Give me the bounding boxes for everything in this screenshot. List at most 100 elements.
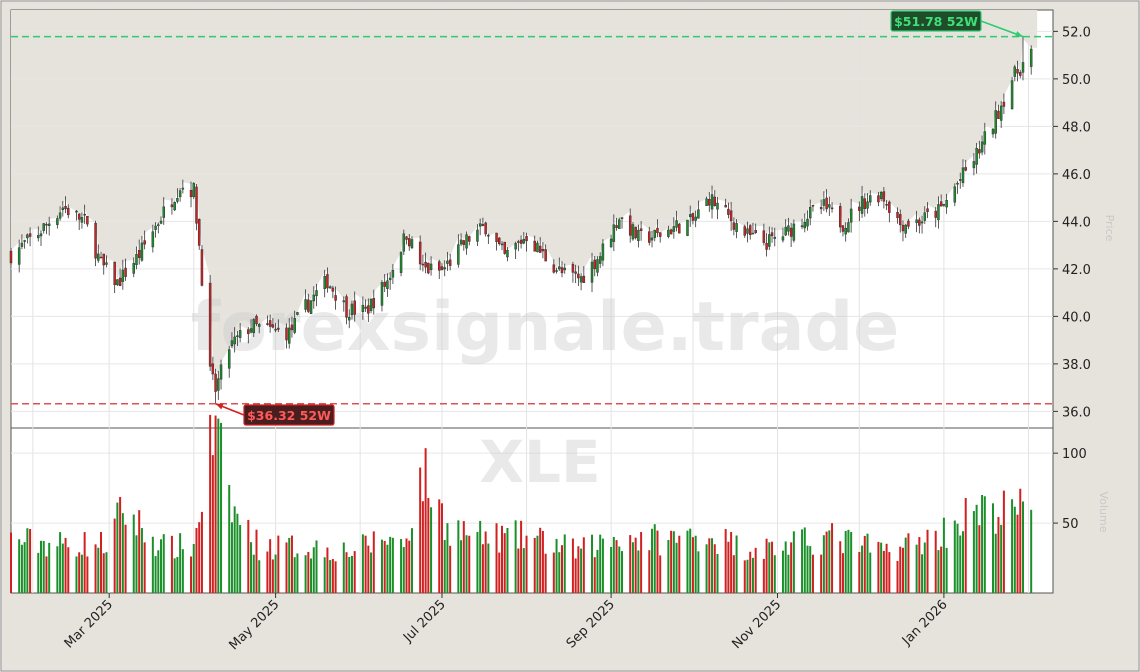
- candle-body: [154, 225, 157, 230]
- volume-bar: [1016, 514, 1019, 593]
- candle-body: [42, 223, 45, 231]
- candle-body: [287, 327, 291, 344]
- candle-body: [637, 229, 640, 241]
- candle-body: [124, 267, 127, 277]
- price-tick-label: 50.0: [1062, 73, 1091, 88]
- volume-bar: [113, 518, 116, 593]
- volume-bar: [694, 535, 697, 593]
- high-annotation-arrow-head: [1015, 31, 1023, 37]
- candle-body: [879, 191, 883, 200]
- candle-body: [61, 207, 65, 211]
- candle-body: [754, 230, 757, 233]
- volume-bar: [380, 539, 383, 593]
- candle-body: [399, 252, 403, 273]
- volume-bar: [48, 542, 51, 593]
- candle-body: [978, 149, 981, 154]
- volume-bar: [675, 542, 678, 593]
- candle-body: [656, 227, 659, 234]
- volume-bar: [618, 546, 621, 593]
- candle-body: [176, 198, 179, 202]
- candle-body: [487, 234, 490, 237]
- candle-body: [255, 315, 258, 325]
- volume-bar: [23, 542, 26, 593]
- candle-body: [83, 213, 86, 216]
- volume-bar: [634, 537, 637, 593]
- candle-body: [132, 263, 135, 274]
- volume-bar: [765, 538, 768, 593]
- volume-bar: [269, 539, 272, 593]
- volume-bar: [863, 535, 866, 593]
- volume-bar: [781, 550, 784, 593]
- volume-bar: [882, 550, 885, 593]
- candle-body: [345, 296, 348, 318]
- volume-bar: [697, 551, 700, 593]
- volume-bar: [866, 533, 869, 593]
- volume-bar: [200, 511, 203, 593]
- volume-bar: [667, 539, 670, 593]
- candle-body: [189, 189, 193, 198]
- volume-bar: [1030, 509, 1033, 593]
- volume-bar: [400, 539, 403, 593]
- volume-bar: [498, 552, 501, 593]
- candle-body: [868, 195, 872, 203]
- candle-body: [304, 299, 307, 310]
- volume-bar: [806, 545, 809, 593]
- volume-bar: [972, 511, 975, 593]
- volume-bar: [258, 560, 261, 593]
- candle-body: [309, 300, 313, 314]
- candle-body: [639, 228, 643, 231]
- candle-body: [476, 229, 479, 242]
- volume-bar: [86, 556, 89, 593]
- volume-tick-label: 100: [1062, 447, 1087, 462]
- candle-body: [402, 233, 406, 252]
- volume-bar: [481, 544, 484, 593]
- volume-bar: [822, 535, 825, 593]
- candle-body: [151, 231, 155, 248]
- candle-body: [410, 239, 414, 249]
- volume-bar: [541, 530, 544, 593]
- candle-body: [498, 237, 501, 244]
- candle-body: [571, 264, 575, 273]
- volume-bar: [839, 541, 842, 593]
- candlesticks: [9, 36, 1033, 404]
- candle-body: [710, 194, 714, 210]
- candle-body: [806, 218, 809, 227]
- volume-bar: [689, 528, 692, 593]
- volume-bar: [75, 556, 78, 593]
- candle-body: [274, 328, 277, 331]
- candle-body: [945, 200, 948, 208]
- volume-bar: [230, 522, 233, 593]
- volume-bar: [888, 552, 891, 593]
- candle-body: [230, 340, 234, 347]
- candle-body: [135, 254, 138, 265]
- volume-bar: [500, 525, 503, 593]
- volume-bar: [271, 559, 274, 593]
- candle-body: [47, 223, 51, 226]
- candle-body: [331, 287, 335, 292]
- candle-body: [724, 204, 727, 208]
- candle-body: [257, 324, 261, 327]
- volume-bar: [1013, 506, 1016, 593]
- candle-body: [849, 208, 853, 223]
- volume-bar: [42, 541, 45, 593]
- volume-bar: [724, 529, 727, 593]
- volume-bar: [487, 543, 490, 593]
- candle-body: [762, 230, 766, 243]
- candle-body: [634, 226, 637, 239]
- candle-body: [457, 244, 460, 265]
- candle-body: [590, 261, 594, 283]
- high-annotation-arrow: [980, 20, 1024, 38]
- volume-bar: [651, 528, 654, 593]
- candle-body: [173, 202, 176, 211]
- candle-body: [514, 243, 517, 250]
- candle-body: [519, 239, 523, 244]
- volume-bar: [405, 538, 408, 593]
- volume-bar: [601, 538, 604, 593]
- candle-body: [784, 226, 787, 236]
- candle-body: [418, 241, 422, 265]
- volume-bar: [596, 549, 599, 593]
- candle-body: [252, 319, 256, 333]
- volume-bar: [353, 551, 356, 593]
- candle-body: [787, 225, 790, 232]
